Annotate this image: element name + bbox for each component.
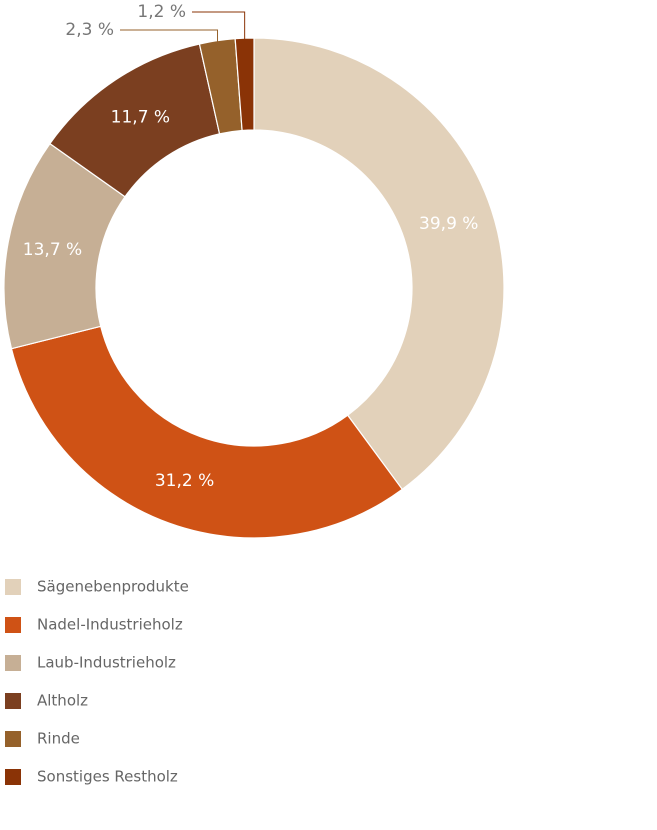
legend-swatch [5, 731, 21, 747]
donut-slice [10, 325, 404, 539]
value-label: 13,7 % [23, 240, 82, 260]
legend-swatch [5, 579, 21, 595]
legend-swatch [5, 617, 21, 633]
legend-swatch [5, 769, 21, 785]
value-label: 2,3 % [65, 20, 114, 40]
legend-label: Altholz [37, 692, 88, 710]
value-label: 31,2 % [155, 471, 214, 491]
value-label: 39,9 % [419, 214, 478, 234]
legend-label: Sägenebenprodukte [37, 578, 189, 596]
legend-label: Sonstiges Restholz [37, 768, 178, 786]
leader-line [192, 11, 246, 41]
legend-swatch [5, 693, 21, 709]
value-label: 1,2 % [137, 2, 186, 22]
value-label: 11,7 % [111, 107, 170, 127]
donut-slice [253, 37, 505, 491]
legend-label: Nadel-Industrieholz [37, 616, 183, 634]
leader-line [120, 29, 219, 43]
legend-label: Laub-Industrieholz [37, 654, 176, 672]
legend-label: Rinde [37, 730, 80, 748]
donut-slice [234, 37, 255, 132]
legend-swatch [5, 655, 21, 671]
